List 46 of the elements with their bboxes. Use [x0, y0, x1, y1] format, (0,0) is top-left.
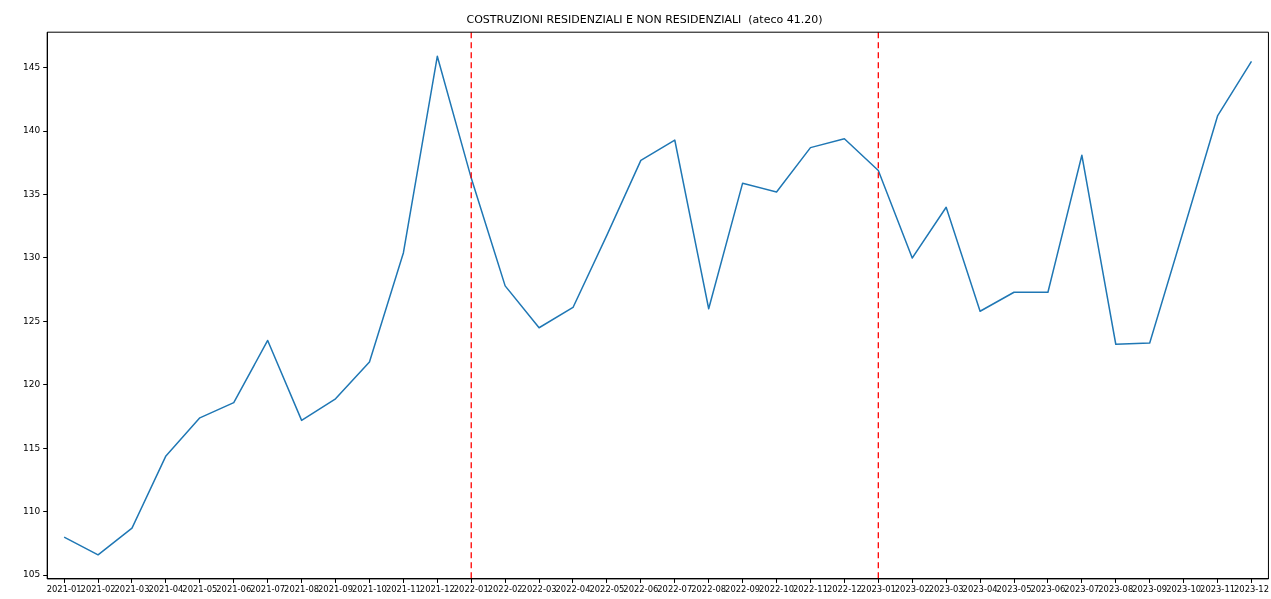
x-tick-label: 2022-08	[691, 584, 727, 595]
x-tick-label: 2023-09	[1132, 584, 1168, 595]
chart-title: COSTRUZIONI RESIDENZIALI E NON RESIDENZIALI (ateco 41.20)	[466, 13, 823, 27]
x-tick-label: 2022-12	[826, 584, 862, 595]
x-tick-label: 2022-03	[521, 584, 557, 595]
x-tick-label: 2021-12	[419, 584, 455, 595]
x-tick-label: 2021-04	[148, 584, 184, 595]
x-tick-label: 2021-05	[182, 584, 218, 595]
x-tick-label: 2023-10	[1166, 584, 1202, 595]
x-tick-label: 2021-11	[385, 584, 421, 595]
y-tick-label: 145	[22, 62, 41, 73]
x-tick-label: 2022-07	[657, 584, 693, 595]
x-tick-label: 2023-01	[860, 584, 896, 595]
x-tick-label: 2022-01	[453, 584, 489, 595]
x-tick-label: 2021-09	[318, 584, 354, 595]
x-tick-label: 2023-07	[1064, 584, 1100, 595]
x-tick-label: 2023-02	[894, 584, 930, 595]
y-tick-label: 130	[22, 252, 41, 263]
x-tick-label: 2021-03	[114, 584, 150, 595]
x-tick-label: 2023-06	[1030, 584, 1066, 595]
x-tick-label: 2022-11	[792, 584, 828, 595]
x-tick-label: 2023-05	[996, 584, 1032, 595]
y-tick-label: 105	[22, 569, 41, 580]
y-tick-label: 120	[22, 379, 41, 390]
x-tick-label: 2023-11	[1200, 584, 1236, 595]
y-tick-label: 110	[22, 506, 41, 517]
x-tick-label: 2023-08	[1098, 584, 1134, 595]
x-tick-label: 2021-08	[284, 584, 320, 595]
x-tick-label: 2021-07	[250, 584, 286, 595]
x-tick-label: 2023-12	[1233, 584, 1269, 595]
x-tick-label: 2021-02	[80, 584, 116, 595]
x-tick-label: 2021-01	[46, 584, 82, 595]
x-tick-label: 2022-09	[725, 584, 761, 595]
x-tick-label: 2021-06	[216, 584, 252, 595]
y-tick-label: 135	[22, 188, 41, 199]
x-tick-label: 2023-03	[928, 584, 964, 595]
x-tick-label: 2022-02	[487, 584, 523, 595]
x-tick-label: 2022-10	[759, 584, 795, 595]
y-tick-label: 125	[22, 315, 41, 326]
x-tick-label: 2022-06	[623, 584, 659, 595]
x-tick-label: 2022-04	[555, 584, 591, 595]
y-tick-label: 140	[22, 125, 41, 136]
x-tick-label: 2022-05	[589, 584, 625, 595]
x-tick-label: 2023-04	[962, 584, 998, 595]
x-tick-label: 2021-10	[351, 584, 387, 595]
y-tick-label: 115	[22, 442, 41, 453]
